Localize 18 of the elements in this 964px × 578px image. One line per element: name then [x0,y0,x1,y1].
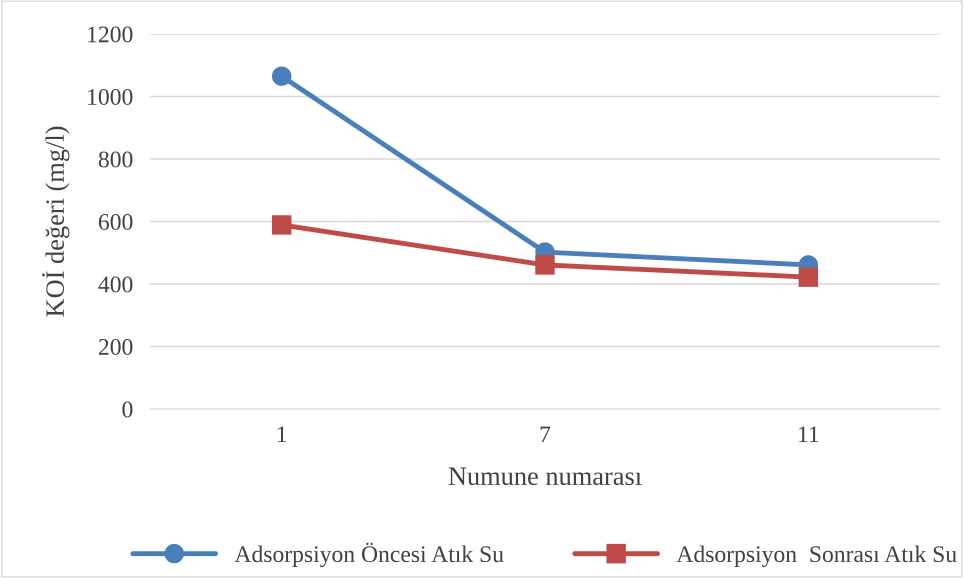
x-axis-title: Numune numarası [448,468,642,486]
x-tick-label: 1 [278,426,286,442]
x-tick-label: 7 [540,426,550,442]
x-tick-label: 11 [799,426,818,442]
legend-label: Adsorpsiyon Öncesi Atık Su [234,542,504,568]
y-tick-label: 200 [98,338,132,355]
y-tick-label: 0 [122,401,132,418]
y-tick-label: 600 [98,214,132,230]
y-tick-label: 400 [98,276,132,292]
legend-label: Adsorpsiyon Sonrası Atık Su [676,546,957,568]
y-tick-label: 1000 [88,88,132,105]
y-tick-label: 1200 [88,26,132,42]
y-axis-title: KOİ değeri (mg/l) [42,126,70,317]
point [535,255,555,275]
point [798,267,818,287]
point [272,215,292,235]
point [272,66,292,86]
y-tick-label: 800 [98,151,132,168]
